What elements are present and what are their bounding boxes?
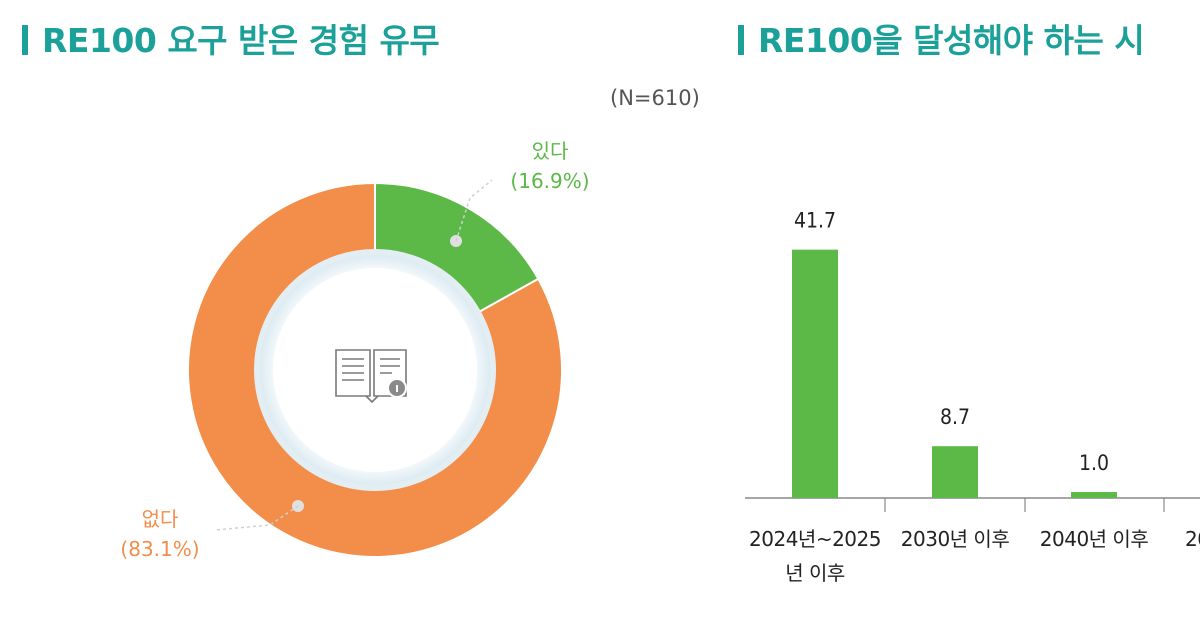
- slice-label-yes-value: (16.9%): [510, 169, 590, 193]
- slice-label-no-value: (83.1%): [120, 537, 200, 561]
- left-title-text: RE100 요구 받은 경험 유무: [42, 21, 440, 60]
- right-chart-title: RE100을 달성해야 하는 시: [738, 14, 1145, 62]
- title-bar-left: [22, 25, 28, 55]
- bar-1: [932, 446, 978, 498]
- slice-label-no: 없다 (83.1%): [100, 504, 220, 564]
- sample-size-note: (N=610): [610, 86, 700, 110]
- bar-2: [1071, 492, 1117, 498]
- bar-category-label-0: 2024년~2025년 이후: [749, 527, 881, 585]
- bar-category-label-2: 2040년 이후: [1039, 527, 1149, 551]
- slice-label-yes: 있다 (16.9%): [490, 136, 610, 196]
- slice-label-yes-name: 있다: [531, 139, 569, 163]
- right-title-text: RE100을 달성해야 하는 시: [758, 21, 1145, 60]
- bar-value-label-1: 8.7: [940, 405, 970, 429]
- left-chart-title: RE100 요구 받은 경험 유무: [22, 14, 440, 62]
- bar-value-label-0: 41.7: [794, 209, 836, 233]
- book-info-icon: [335, 349, 407, 404]
- bar-category-label-1: 2030년 이후: [900, 527, 1010, 551]
- bar-value-label-2: 1.0: [1079, 451, 1109, 475]
- donut-center-disc: [273, 268, 477, 472]
- bar-category-label-3: 20: [1185, 527, 1200, 551]
- title-bar-right: [738, 25, 744, 55]
- slice-label-no-name: 없다: [141, 507, 179, 531]
- bar-0: [792, 249, 838, 498]
